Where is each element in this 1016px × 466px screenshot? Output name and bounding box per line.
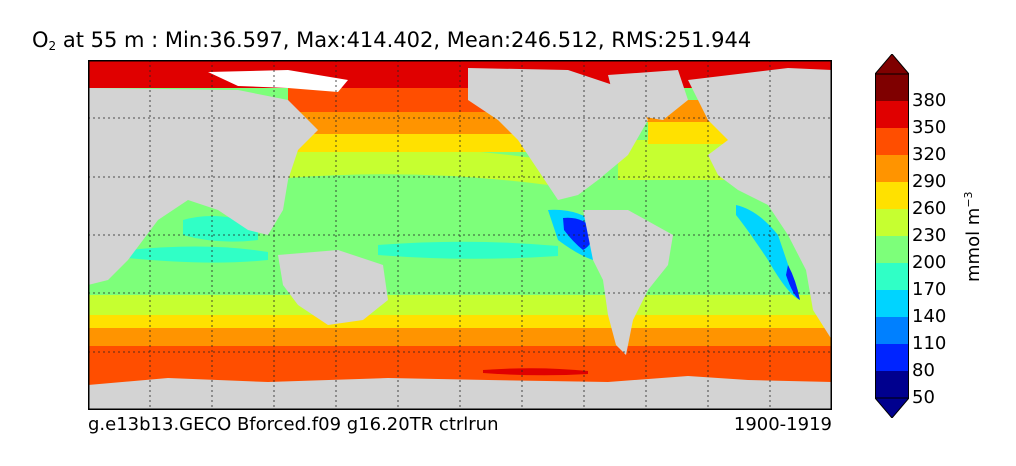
graticule xyxy=(88,60,832,410)
land-south-america xyxy=(583,210,673,355)
colorbar-segments xyxy=(875,74,909,399)
colorbar-tick-label: 230 xyxy=(912,225,947,246)
colorbar-frame xyxy=(875,73,909,399)
colorbar-segment xyxy=(875,236,909,264)
equatorial-band-east xyxy=(378,241,558,259)
colorbar-segment xyxy=(875,290,909,318)
land-australia xyxy=(278,250,388,325)
colorbar-tick-label: 320 xyxy=(912,144,947,165)
map-frame xyxy=(88,60,832,410)
band-subtropics-north xyxy=(288,146,548,185)
colorbar-segment xyxy=(875,317,909,345)
colorbar-tick-label: 260 xyxy=(912,198,947,219)
colorbar xyxy=(875,54,909,418)
title-stats: at 55 m : Min:36.597, Max:414.402, Mean:… xyxy=(56,28,752,52)
colorbar-tick-label: 110 xyxy=(912,333,947,354)
plot-title: O2 at 55 m : Min:36.597, Max:414.402, Me… xyxy=(32,28,751,53)
colorbar-segment xyxy=(875,128,909,156)
colorbar-segment xyxy=(875,182,909,210)
colorbar-segment xyxy=(875,74,909,102)
colorbar-segment xyxy=(875,263,909,291)
colorbar-tick-label: 380 xyxy=(912,90,947,111)
colorbar-tick-label: 140 xyxy=(912,306,947,327)
colorbar-tick-label: 170 xyxy=(912,279,947,300)
colorbar-tick-label: 80 xyxy=(912,360,935,381)
units-base: mmol m xyxy=(963,207,984,282)
colorbar-tick-label: 200 xyxy=(912,252,947,273)
title-variable: O xyxy=(32,28,49,52)
land-north-america xyxy=(468,68,648,200)
equatorial-band-pacific xyxy=(128,246,268,263)
colorbar-segment xyxy=(875,209,909,237)
colorbar-tick-label: 350 xyxy=(912,117,947,138)
colorbar-segment xyxy=(875,344,909,372)
land-greenland xyxy=(608,70,688,120)
run-name: g.e13b13.GECO Bforced.f09 g16.20TR ctrlr… xyxy=(88,414,499,435)
omz-eastern-pacific-core xyxy=(563,217,594,250)
colorbar-segment xyxy=(875,101,909,129)
ocean-oxygen-map xyxy=(88,60,832,410)
sea-ice xyxy=(208,70,348,92)
units-exponent: −3 xyxy=(962,191,975,208)
band-midlat-north xyxy=(288,130,548,152)
omz-benguela-core xyxy=(786,265,800,300)
colorbar-segment xyxy=(875,155,909,183)
omz-benguela xyxy=(736,205,800,300)
title-subscript: 2 xyxy=(48,39,57,53)
band-arctic-south xyxy=(483,368,588,376)
colorbar-tick-label: 50 xyxy=(912,387,935,408)
colorbar-tick-label: 290 xyxy=(912,171,947,192)
colorbar-min-arrow xyxy=(875,397,909,418)
colorbar-max-arrow xyxy=(875,54,909,75)
units-label: mmol m−3 xyxy=(962,191,984,282)
colorbar-segment xyxy=(875,371,909,399)
land-asia xyxy=(88,88,318,285)
land-africa-europe xyxy=(688,68,832,340)
time-period: 1900-1919 xyxy=(733,414,832,435)
